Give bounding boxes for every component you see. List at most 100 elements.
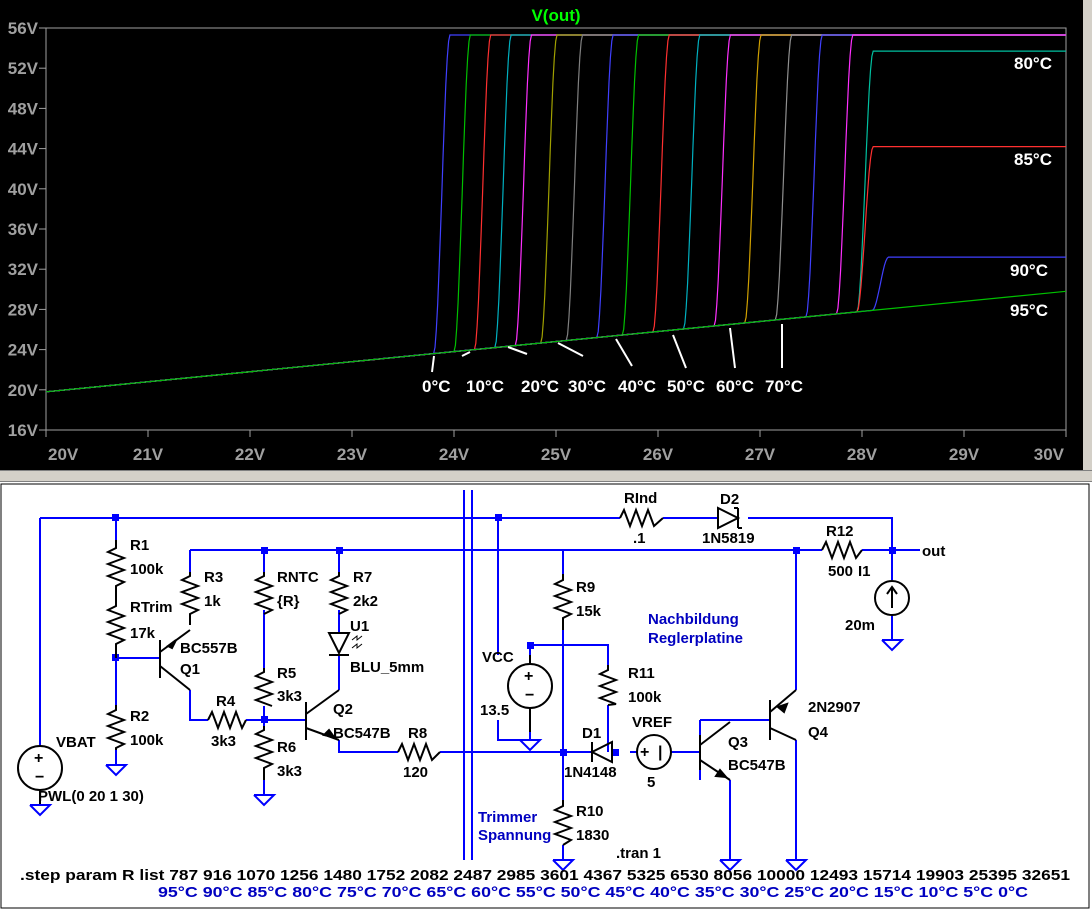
r9-zigzag xyxy=(552,574,574,630)
vbat-value: PWL(0 20 1 30) xyxy=(38,788,144,805)
r12-value: 500 xyxy=(828,563,853,580)
trace-0 xyxy=(45,34,1066,393)
r10-zigzag xyxy=(552,800,574,846)
r7-value: 2k2 xyxy=(353,593,378,610)
x-tick-label: 30V xyxy=(1034,445,1065,464)
plot-scrollbar[interactable] xyxy=(1083,0,1092,470)
rind-value: .1 xyxy=(633,530,646,547)
q2-label: Q2 xyxy=(333,701,353,718)
marker-line-60c xyxy=(729,327,736,369)
temp-label-70c: 70°C xyxy=(765,377,803,396)
u1-label: U1 xyxy=(350,618,369,635)
temp-label-95c: 95°C xyxy=(1010,301,1048,320)
y-tick-label: 48V xyxy=(8,99,39,118)
r8-zigzag xyxy=(397,741,441,763)
tran-directive[interactable]: .tran 1 xyxy=(616,845,661,862)
y-tick-label: 24V xyxy=(8,341,39,360)
r6-value: 3k3 xyxy=(277,763,302,780)
vcc-label: VCC xyxy=(482,649,514,666)
r3-zigzag xyxy=(179,572,201,625)
r10-label: R10 xyxy=(576,803,604,820)
step-param-directive[interactable]: .step param R list 787 916 1070 1256 148… xyxy=(20,867,1070,884)
r4-value: 3k3 xyxy=(211,733,236,750)
plot-title[interactable]: V(out) xyxy=(531,6,580,25)
q3-label: Q3 xyxy=(728,734,748,751)
trace-1 xyxy=(45,34,1066,393)
waveform-plot[interactable]: V(out) 56V 52V 48V 44V 40V 36V 32V 28V 24V 20V 16V… xyxy=(0,0,1083,470)
marker-line-0c xyxy=(431,355,435,373)
temp-label-0c: 0°C xyxy=(422,377,451,396)
i1-label: I1 xyxy=(858,563,871,580)
x-tick-label: 24V xyxy=(439,445,470,464)
temp-label-85c: 85°C xyxy=(1014,150,1052,169)
r1-value: 100k xyxy=(130,561,164,578)
q3-type: BC547B xyxy=(728,757,786,774)
r10-value: 1830 xyxy=(576,827,609,844)
d1-value: 1N4148 xyxy=(564,764,617,781)
r11-zigzag xyxy=(597,665,619,706)
marker-line-30c xyxy=(557,342,584,357)
temp-label-90c: 90°C xyxy=(1010,261,1048,280)
r3-label: R3 xyxy=(204,569,223,586)
temp-label-40c: 40°C xyxy=(618,377,656,396)
svg-text:−: − xyxy=(525,687,534,704)
schematic-border xyxy=(0,483,1090,909)
pane-splitter[interactable] xyxy=(0,470,1092,482)
grounds xyxy=(29,639,905,872)
marker-line-20c xyxy=(507,346,528,355)
marker-line-10c xyxy=(461,351,471,357)
y-tick-label: 56V xyxy=(8,19,39,38)
schematic-pane[interactable]: + − + − + | R1 100k RTrim 17k R2 100k R3 1k… xyxy=(0,482,1092,912)
diodes xyxy=(327,506,742,764)
r4-label: R4 xyxy=(216,693,236,710)
r4-zigzag xyxy=(207,709,247,731)
r6-label: R6 xyxy=(277,739,296,756)
y-tick-label: 32V xyxy=(8,260,39,279)
vref-label: VREF xyxy=(632,714,672,731)
step-temperature-comment[interactable]: 95°C 90°C 85°C 80°C 75°C 70°C 65°C 60°C … xyxy=(158,884,1028,901)
vbat-label: VBAT xyxy=(56,734,96,751)
schematic[interactable]: + − + − + | R1 100k RTrim 17k R2 100k R3 1k… xyxy=(0,482,1092,912)
x-tick-label: 20V xyxy=(48,445,79,464)
rtrim-value: 17k xyxy=(130,625,156,642)
vref-value: 5 xyxy=(647,774,655,791)
x-tick-label: 23V xyxy=(337,445,368,464)
r2-zigzag xyxy=(105,705,127,750)
comment-spannung[interactable]: Spannung xyxy=(478,827,551,844)
r12-label: R12 xyxy=(826,523,854,540)
q4-type: 2N2907 xyxy=(808,699,861,716)
r3-value: 1k xyxy=(204,593,221,610)
q1-label: Q1 xyxy=(180,661,200,678)
comments: Nachbildung Reglerplatine Trimmer Spannu… xyxy=(478,611,743,844)
comment-trimmer[interactable]: Trimmer xyxy=(478,809,537,826)
x-tick-label: 29V xyxy=(949,445,980,464)
trace-14 xyxy=(45,34,1066,393)
trace-19 xyxy=(45,290,1067,393)
rind-zigzag xyxy=(619,507,664,529)
rtrim-label: RTrim xyxy=(130,599,173,616)
r2-label: R2 xyxy=(130,708,149,725)
sources xyxy=(17,580,910,805)
x-tick-label: 21V xyxy=(133,445,164,464)
u1-value: BLU_5mm xyxy=(350,659,424,676)
r8-value: 120 xyxy=(403,764,428,781)
comment-nachbildung[interactable]: Nachbildung xyxy=(648,611,739,628)
comment-reglerplatine[interactable]: Reglerplatine xyxy=(648,630,743,647)
r9-value: 15k xyxy=(576,603,602,620)
r12-zigzag xyxy=(821,539,863,561)
rind-label: RInd xyxy=(624,490,657,507)
rntc-zigzag xyxy=(253,572,275,615)
component-labels: R1 100k RTrim 17k R2 100k R3 1k BC557B Q… xyxy=(38,490,945,862)
vertical-separator-lines xyxy=(463,490,473,860)
svg-text:|: | xyxy=(658,744,662,761)
trace-17 xyxy=(45,146,1066,393)
q4-label: Q4 xyxy=(808,724,829,741)
x-tick-label: 22V xyxy=(235,445,266,464)
svg-text:+: + xyxy=(640,744,649,761)
d1-label: D1 xyxy=(582,725,601,742)
r7-zigzag xyxy=(328,572,350,615)
y-axis: 56V 52V 48V 44V 40V 36V 32V 28V 24V 20V 16V xyxy=(8,19,46,440)
waveform-plot-pane[interactable]: V(out) 56V 52V 48V 44V 40V 36V 32V 28V 24V 20V 16V… xyxy=(0,0,1083,470)
r2-value: 100k xyxy=(130,732,164,749)
i1-value: 20m xyxy=(845,617,875,634)
